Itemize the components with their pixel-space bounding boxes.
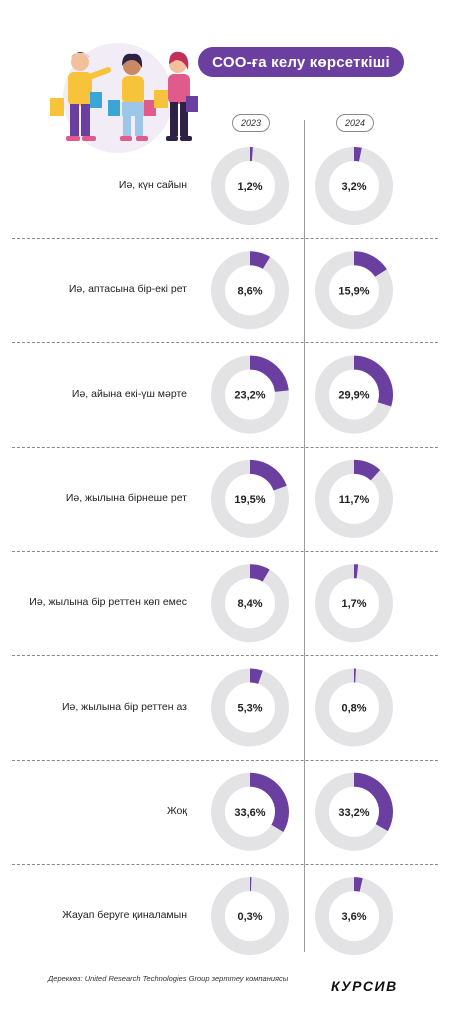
donut-segment xyxy=(315,251,393,330)
source-note: Дереккөз: United Research Technologies G… xyxy=(48,974,289,983)
donut-value-label: 29,9% xyxy=(338,390,369,402)
donut-value-label: 23,2% xyxy=(234,390,265,402)
row-label: Иә, аптасына бір-екі рет xyxy=(68,283,187,296)
donut-value-label: 33,2% xyxy=(338,807,369,819)
donut-value-label: 5,3% xyxy=(237,703,262,715)
year-label-2023: 2023 xyxy=(232,114,270,132)
donut-value-label: 15,9% xyxy=(338,285,369,297)
donut-segment xyxy=(211,147,289,225)
donut-2023: 5,3% xyxy=(211,668,289,747)
donut-2024: 3,6% xyxy=(315,877,393,956)
donut-2023: 0,3% xyxy=(211,877,289,956)
donut-value-label: 0,8% xyxy=(341,703,366,715)
donut-value-label: 1,7% xyxy=(341,598,366,610)
row-separator xyxy=(12,446,438,448)
row-label: Иә, жылына бір реттен аз xyxy=(61,700,187,713)
donut-track xyxy=(315,459,393,538)
donut-2024: 15,9% xyxy=(315,251,393,330)
row-label: Иә, айына екі-үш мәрте xyxy=(71,387,187,400)
donut-value-label: 3,2% xyxy=(341,181,366,193)
donut-segment xyxy=(315,877,393,956)
donut-segment xyxy=(315,772,393,851)
donut-segment xyxy=(315,668,393,747)
column-divider xyxy=(304,120,305,952)
row-label: Иә, күн сайын xyxy=(118,179,187,191)
row-label: Иә, жылына бір реттен көп емес xyxy=(29,596,187,609)
row-label: Иә, жылына бірнеше рет xyxy=(65,491,187,504)
year-label-2024: 2024 xyxy=(336,114,374,132)
donut-2023: 33,6% xyxy=(211,772,289,851)
donut-value-label: 3,6% xyxy=(341,911,366,923)
donut-value-label: 1,2% xyxy=(237,181,262,193)
donut-2024: 1,7% xyxy=(315,564,393,643)
donut-segment xyxy=(315,147,393,225)
donut-value-label: 11,7% xyxy=(339,494,370,506)
donut-2023: 1,2% xyxy=(211,147,289,225)
donut-2024: 29,9% xyxy=(315,355,393,434)
donut-track xyxy=(211,459,289,538)
donut-value-label: 19,5% xyxy=(234,494,265,506)
row-label: Жоқ xyxy=(166,804,187,817)
donut-2023: 23,2% xyxy=(211,355,289,434)
brand-logo: КУРСИВ xyxy=(331,978,398,994)
row-label: Жауап беруге қиналамын xyxy=(62,909,187,922)
donut-segment xyxy=(315,564,393,643)
donut-value-label: 8,6% xyxy=(237,285,262,297)
row-separator xyxy=(12,655,438,657)
shoppers-illustration xyxy=(50,43,198,153)
donut-2024: 11,7% xyxy=(315,459,393,538)
row-separator xyxy=(12,551,438,553)
donut-segment xyxy=(211,877,289,956)
row-separator xyxy=(12,342,438,344)
donut-segment xyxy=(211,251,289,330)
donut-2023: 8,4% xyxy=(211,564,289,643)
donut-segment xyxy=(211,772,289,851)
donut-2023: 8,6% xyxy=(211,251,289,330)
donut-value-label: 33,6% xyxy=(234,807,265,819)
donut-segment xyxy=(211,355,289,434)
row-separator xyxy=(12,759,438,761)
donut-2024: 0,8% xyxy=(315,668,393,747)
row-separator xyxy=(12,863,438,865)
donut-2024: 3,2% xyxy=(315,147,393,225)
row-separator xyxy=(12,238,438,240)
page-title: СОО-ға келу көрсеткіші xyxy=(198,47,404,77)
donut-value-label: 0,3% xyxy=(237,911,262,923)
donut-segment xyxy=(315,355,393,434)
donut-2023: 19,5% xyxy=(211,459,289,538)
donut-value-label: 8,4% xyxy=(237,598,262,610)
donut-2024: 33,2% xyxy=(315,772,393,851)
donut-segment xyxy=(211,668,289,747)
donut-segment xyxy=(211,564,289,643)
